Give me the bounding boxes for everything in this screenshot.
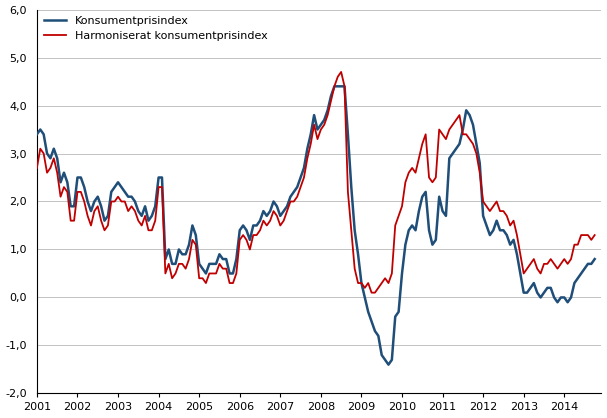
Line: Konsumentprisindex: Konsumentprisindex: [37, 87, 595, 364]
Konsumentprisindex: [33, 132, 41, 137]
Harmoniserat konsumentprisindex: [337, 69, 345, 74]
Harmoniserat konsumentprisindex: [395, 213, 402, 218]
Konsumentprisindex: [331, 84, 338, 89]
Harmoniserat konsumentprisindex: [368, 290, 375, 295]
Harmoniserat konsumentprisindex: [189, 237, 196, 242]
Konsumentprisindex: [395, 309, 402, 314]
Konsumentprisindex: [47, 156, 54, 161]
Legend: Konsumentprisindex, Harmoniserat konsumentprisindex: Konsumentprisindex, Harmoniserat konsume…: [40, 13, 271, 44]
Harmoniserat konsumentprisindex: [33, 166, 41, 171]
Harmoniserat konsumentprisindex: [412, 170, 419, 175]
Konsumentprisindex: [591, 257, 599, 262]
Konsumentprisindex: [189, 223, 196, 228]
Konsumentprisindex: [588, 261, 595, 266]
Harmoniserat konsumentprisindex: [588, 237, 595, 242]
Harmoniserat konsumentprisindex: [564, 261, 571, 266]
Line: Harmoniserat konsumentprisindex: Harmoniserat konsumentprisindex: [37, 72, 595, 293]
Harmoniserat konsumentprisindex: [591, 232, 599, 237]
Konsumentprisindex: [385, 362, 392, 367]
Konsumentprisindex: [412, 228, 419, 233]
Konsumentprisindex: [564, 300, 571, 305]
Harmoniserat konsumentprisindex: [47, 166, 54, 171]
